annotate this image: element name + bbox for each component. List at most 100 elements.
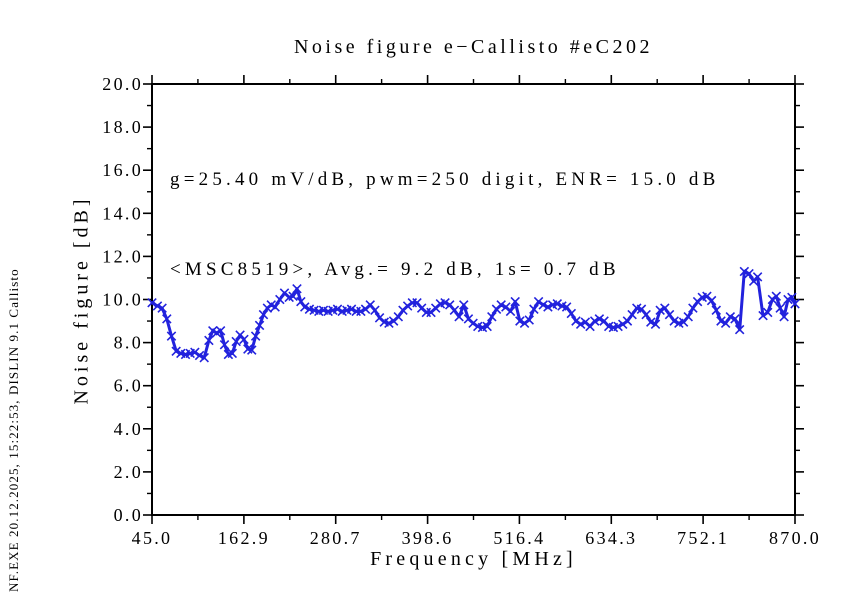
data-marker-x [487,311,497,322]
data-marker-x [655,305,665,316]
data-marker-x [194,350,205,361]
data-marker-x [711,305,722,316]
data-marker-x [706,295,717,306]
data-marker-x [519,318,530,328]
annotation-line-1: g=25.40 mV/dB, pwm=250 digit, ENR= 15.0 … [170,169,720,190]
data-marker-x [379,317,390,327]
data-marker-x [515,316,525,326]
data-marker-x [157,303,167,313]
data-marker-x [299,302,310,312]
data-marker-x [346,304,357,314]
data-marker-x [599,316,609,326]
data-marker-x [402,301,413,311]
y-tick-label: 12.0 [102,246,143,266]
data-marker-x [510,296,520,307]
data-marker-x [669,316,679,326]
data-marker-x [744,268,754,279]
data-marker-x [444,300,455,310]
chart-title: Noise figure e−Callisto #eC202 [293,36,653,58]
data-marker-x [636,304,647,314]
data-marker-x [296,296,306,307]
x-tick-label: 162.9 [218,528,270,548]
data-marker-x [416,303,427,313]
data-marker-x [575,319,586,330]
data-marker-x [275,294,285,305]
data-marker-x [702,291,712,302]
annotation-line-2: <MSC8519>, Avg.= 9.2 dB, 1s= 0.7 dB [170,259,620,280]
data-marker-x [370,305,380,316]
data-marker-x [250,331,261,341]
data-marker-x [716,316,726,326]
data-marker-x [775,303,785,313]
data-marker-x [254,320,265,331]
data-marker-x [171,346,181,356]
data-marker-x [603,321,614,332]
data-marker-x [440,297,450,308]
data-marker-x [208,325,218,336]
data-marker-x [199,352,209,363]
data-marker-x [720,318,731,328]
data-marker-x [246,345,257,355]
data-marker-x [482,321,492,332]
data-marker-x [752,272,763,282]
noise-figure-curve [150,270,797,360]
x-tick-label: 45.0 [132,528,173,548]
data-marker-x [501,302,511,312]
data-marker-x [384,318,394,328]
x-tick-label: 634.3 [585,528,637,548]
data-marker-x [533,296,544,307]
data-marker-x [524,315,534,325]
data-marker-x [505,306,516,317]
data-marker-x [552,299,563,309]
data-marker-x [594,314,605,324]
data-marker-x [318,305,329,316]
data-marker-x [288,291,298,302]
data-marker-x [538,300,549,310]
data-marker-x [646,317,656,327]
x-tick-label: 752.1 [677,528,729,548]
x-tick-label: 516.4 [493,528,545,548]
data-marker-x [270,302,280,312]
data-marker-x [561,302,572,312]
data-marker-x [557,301,567,311]
data-marker-x [463,314,474,324]
data-marker-x [622,316,633,326]
x-tick-label: 280.7 [310,528,362,548]
data-marker-x [617,319,628,330]
data-marker-x [790,299,800,309]
data-marker-x [227,348,238,359]
data-marker-x [632,303,642,313]
data-marker-x [758,310,768,321]
data-marker-x [166,331,177,341]
data-marker-x [762,307,773,318]
data-marker-x [468,318,478,328]
data-marker-x [449,305,460,316]
y-tick-label: 6.0 [114,376,143,396]
data-marker-x [779,311,789,322]
data-marker-x [458,300,469,310]
data-marker-x [683,311,693,322]
data-marker-x [641,309,651,320]
y-tick-label: 2.0 [114,462,143,482]
y-tick-label: 0.0 [114,505,143,525]
data-marker-x [204,335,214,346]
x-tick-label: 398.6 [402,528,454,548]
data-marker-x [356,306,366,317]
y-tick-label: 14.0 [102,203,143,223]
data-marker-x [147,297,157,308]
data-marker-x [454,311,464,322]
data-marker-x [613,321,623,332]
data-marker-x [215,325,226,336]
data-marker-x [589,316,600,326]
data-marker-x [393,311,404,322]
data-marker-x [566,308,577,319]
data-marker-x [279,288,290,298]
data-marker-x [739,266,750,277]
data-marker-x [660,303,670,313]
y-tick-label: 10.0 [102,290,143,310]
data-marker-x [529,304,539,314]
data-marker-x [266,300,277,310]
data-marker-x [730,314,740,324]
data-marker-x [239,334,249,345]
data-marker-x [176,348,186,359]
